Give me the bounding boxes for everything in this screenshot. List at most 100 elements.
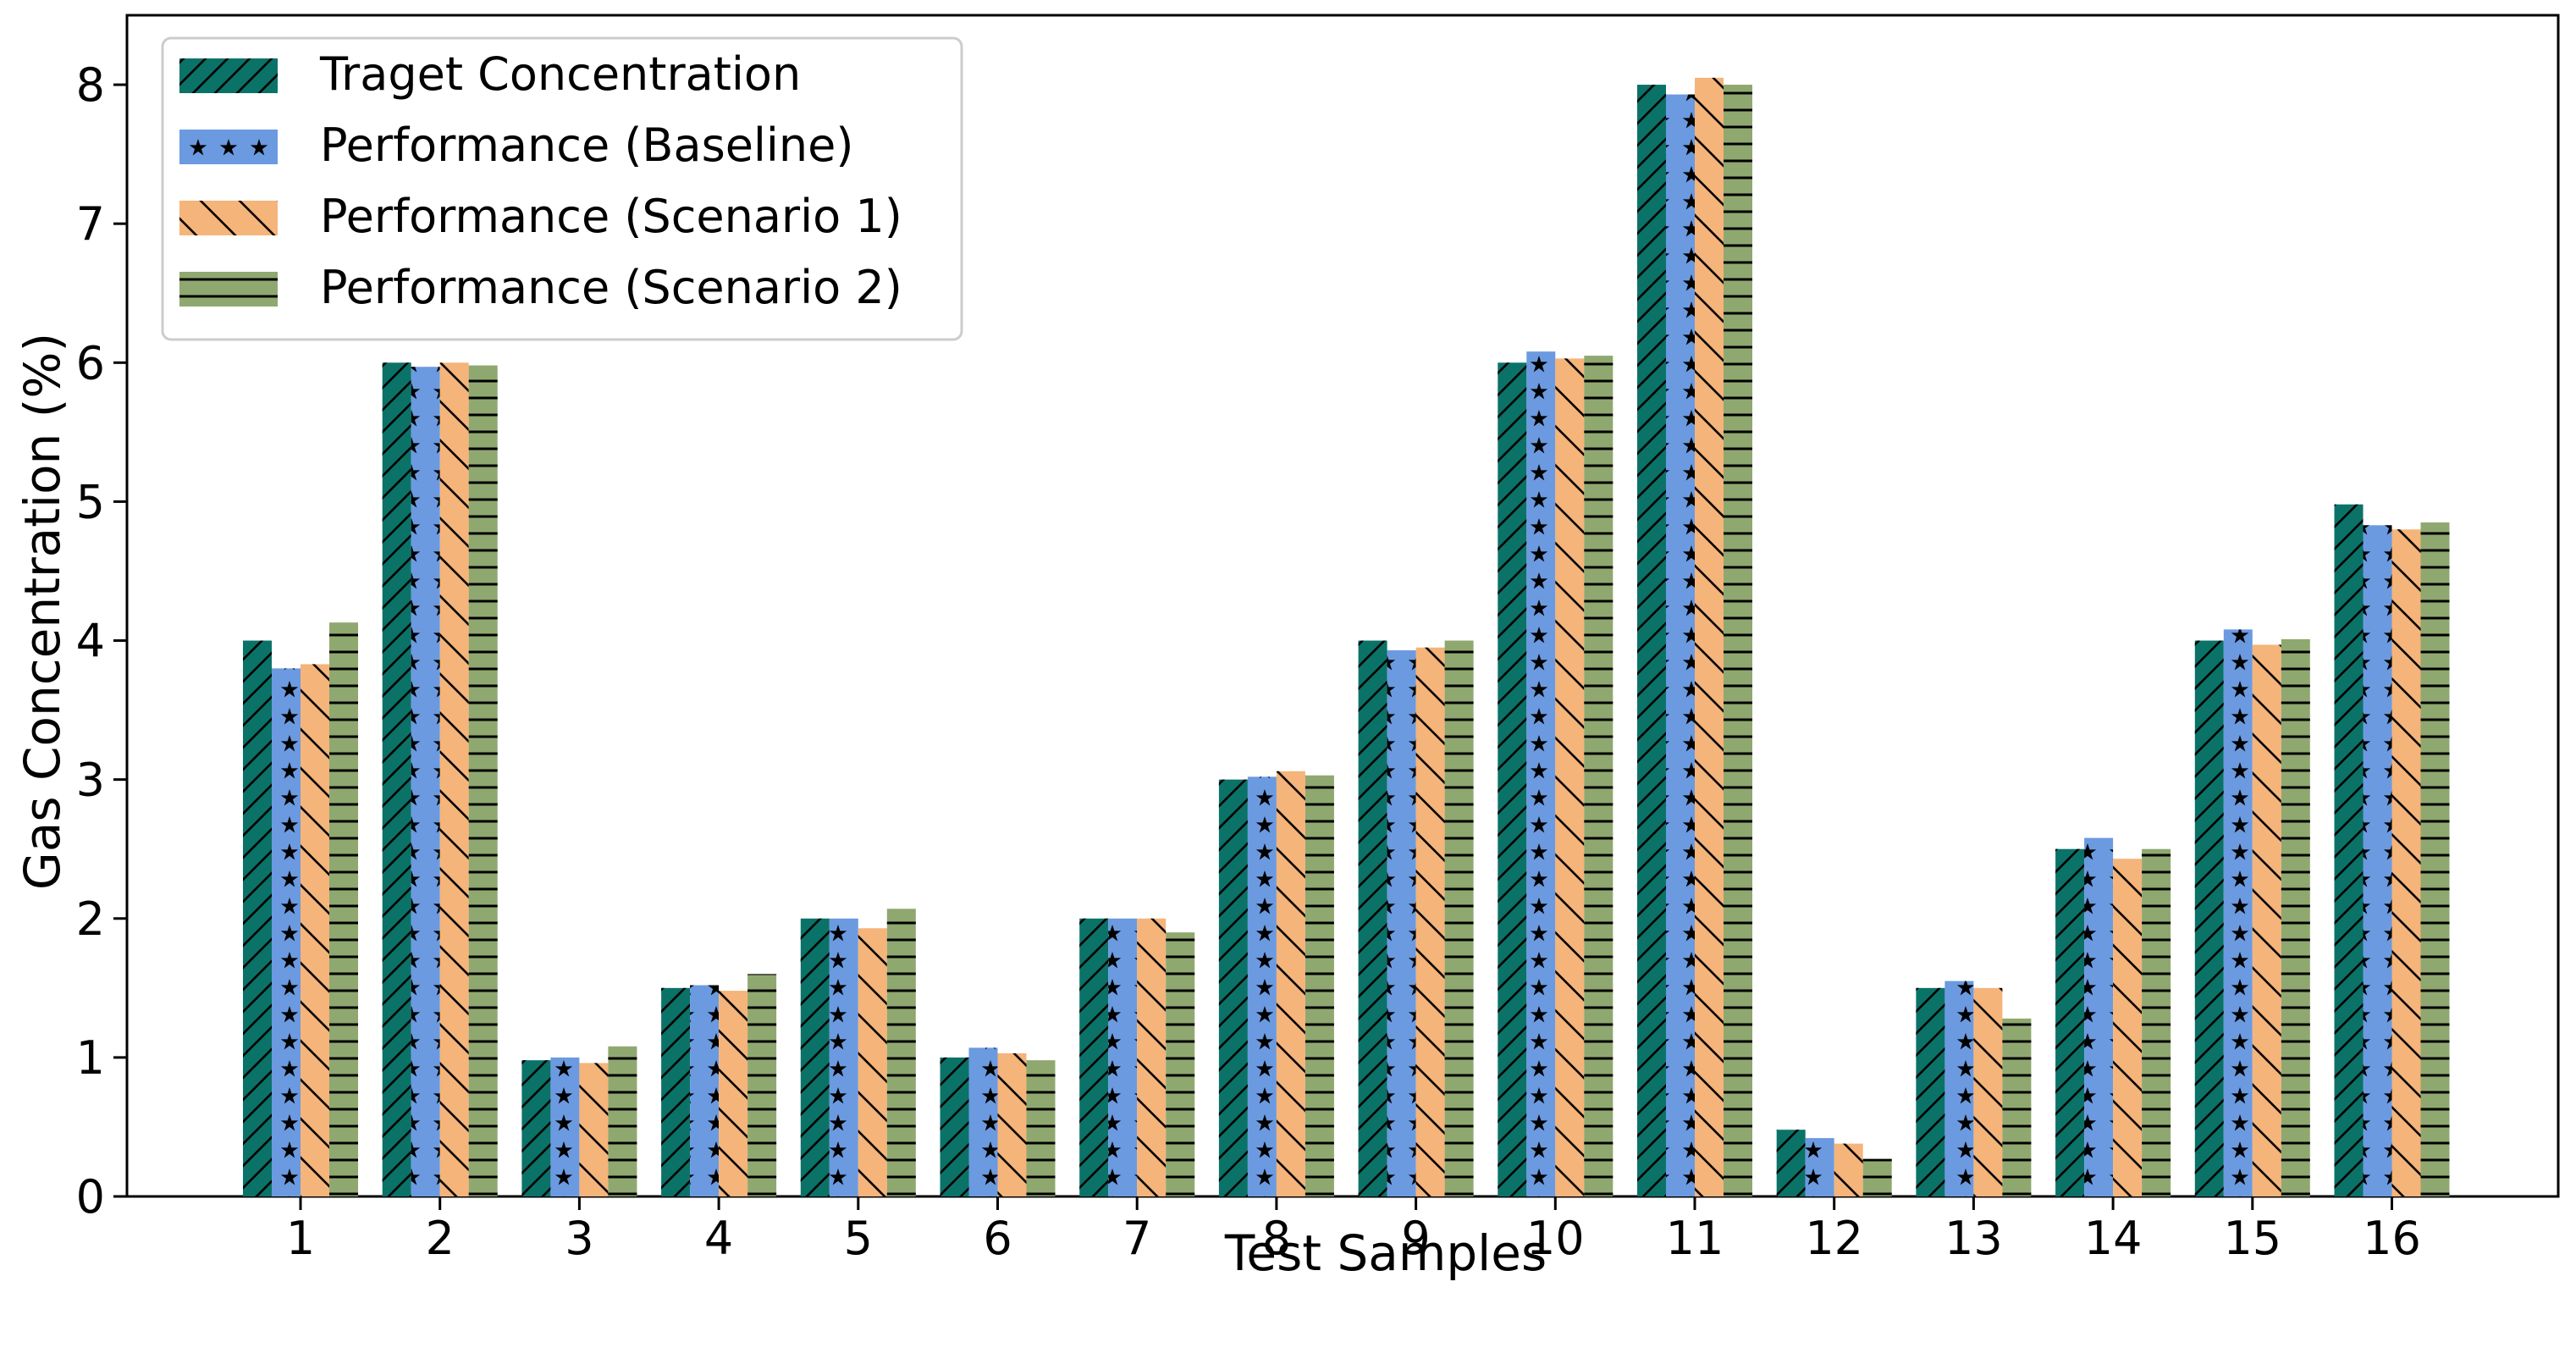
bar [2252,644,2281,1196]
bar [1444,640,1474,1196]
bar-hatch [1834,1143,1863,1196]
bar-hatch [550,1057,580,1196]
x-tick-label: 8 [1262,1212,1291,1265]
bar-hatch [2002,1018,2032,1196]
bar [886,909,916,1196]
bar [272,668,301,1196]
bar [1498,362,1527,1196]
bar-hatch [690,985,720,1196]
bar-hatch [968,1047,998,1196]
bar [1247,776,1277,1196]
bar-hatch [608,1046,637,1196]
bar-hatch [1387,650,1416,1196]
bar [2281,638,2310,1196]
bar [411,367,440,1196]
bar-hatch [1724,85,1752,1196]
bar [1137,918,1167,1196]
bar [2002,1018,2032,1196]
series-traget-concentration [243,85,2364,1196]
legend-item-performance-scenario-2: Performance (Scenario 2) [179,261,902,314]
bar [1862,1158,1892,1196]
bar-hatch [1695,77,1724,1197]
bar-hatch [886,909,916,1196]
bar-hatch [382,362,411,1196]
legend-swatch-hatch [179,201,278,235]
x-tick-label: 3 [565,1212,593,1265]
x-tick-label: 14 [2084,1212,2143,1265]
bar [1079,918,1109,1196]
legend-item-performance-baseline: Performance (Baseline) [179,119,853,172]
bar-hatch [1862,1158,1892,1196]
legend-label: Performance (Scenario 1) [320,190,902,243]
bar [2084,837,2114,1196]
bar-hatch [1079,918,1109,1196]
x-tick-label: 16 [2363,1212,2421,1265]
y-tick-label: 1 [76,1031,105,1085]
bar [1276,771,1305,1196]
bar [1108,918,1138,1196]
bar [940,1057,969,1196]
x-tick-label: 1 [286,1212,315,1265]
bar [608,1046,637,1196]
x-tick-label: 4 [704,1212,733,1265]
bar [243,640,272,1196]
bar-hatch [858,928,887,1196]
bar [1555,358,1585,1196]
bar [800,918,830,1196]
y-tick-label: 0 [76,1170,105,1224]
bar-hatch [1444,640,1474,1196]
bar-hatch [1637,85,1666,1196]
bar [1387,650,1416,1196]
bar [2223,629,2253,1196]
bar [1724,85,1752,1196]
bar-hatch [243,640,272,1196]
bar-hatch [1218,779,1248,1196]
bar-hatch [2281,638,2310,1196]
bar-hatch [1526,351,1556,1197]
bar [439,362,469,1196]
bar-hatch [301,664,329,1196]
y-tick-label: 8 [76,58,105,112]
bar [1805,1138,1834,1196]
bar [690,985,720,1196]
bar-hatch [661,987,691,1196]
x-tick-label: 6 [983,1212,1012,1265]
bar [747,974,777,1196]
bar-hatch [1415,647,1445,1196]
bar [2391,529,2421,1196]
legend-item-traget-concentration: Traget Concentration [179,47,801,101]
x-tick-label: 15 [2223,1212,2281,1265]
x-tick-label: 13 [1944,1212,2003,1265]
bar-hatch [1358,640,1387,1196]
bar [661,987,691,1196]
bar-hatch [2334,504,2364,1196]
bar-hatch [579,1063,609,1196]
x-tick-label: 7 [1123,1212,1151,1265]
bar [2334,504,2364,1196]
x-tick-label: 9 [1401,1212,1430,1265]
bar-hatch [468,365,498,1196]
bar-hatch [719,991,748,1196]
series-performance-baseline [272,94,2392,1197]
legend-label: Performance (Scenario 2) [320,261,902,314]
bar [1916,987,1945,1196]
y-tick-label: 6 [76,336,105,389]
bar-hatch [2391,529,2421,1196]
bar [997,1052,1027,1196]
bar [550,1057,580,1196]
bar-hatch [1247,776,1277,1196]
bar-hatch [800,918,830,1196]
bar [1584,356,1613,1196]
bar-hatch [2252,644,2281,1196]
bar-hatch [1805,1138,1834,1196]
y-tick-label: 3 [76,754,105,807]
x-tick-label: 2 [426,1212,455,1265]
bar [468,365,498,1196]
bar-hatch [829,918,858,1196]
bar [1526,351,1556,1197]
bar [1218,779,1248,1196]
bar [1666,94,1695,1196]
series-performance-scenario-2 [329,85,2450,1196]
bar [1637,85,1666,1196]
